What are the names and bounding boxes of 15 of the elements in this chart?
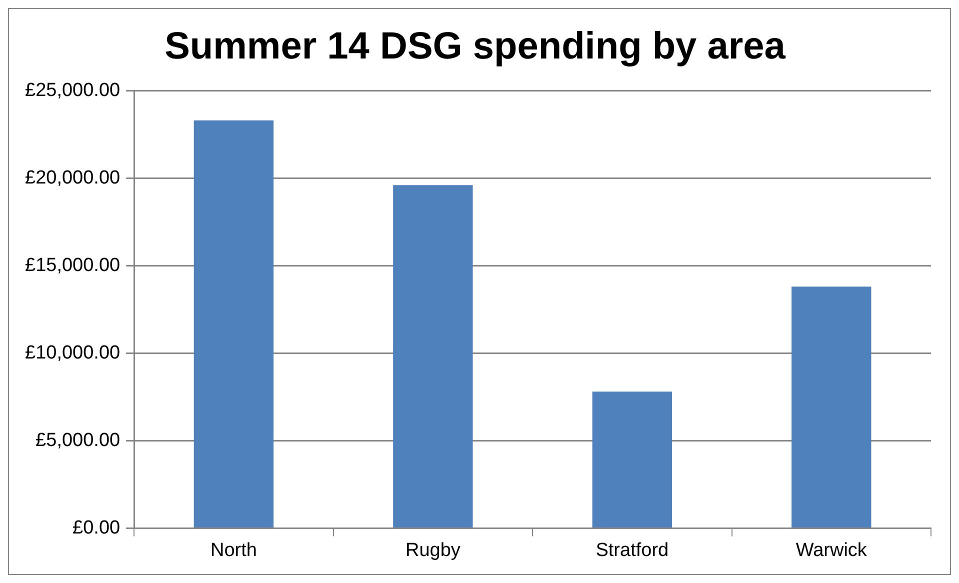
chart-title: Summer 14 DSG spending by area — [164, 25, 786, 68]
x-tick-label: North — [210, 540, 257, 561]
y-tick-label: £20,000.00 — [25, 167, 120, 188]
bar — [393, 185, 473, 528]
x-tick-label: Rugby — [405, 540, 461, 561]
x-tick-label: Stratford — [596, 540, 669, 561]
bar — [592, 392, 672, 528]
y-tick-label: £10,000.00 — [25, 342, 120, 364]
bar — [792, 286, 872, 528]
y-tick-label: £5,000.00 — [36, 430, 120, 451]
y-tick-label: £0.00 — [72, 517, 120, 538]
x-tick-label: Warwick — [796, 540, 868, 561]
y-tick-label: £15,000.00 — [25, 254, 120, 276]
bar — [194, 120, 274, 528]
y-tick-label: £25,000.00 — [25, 80, 120, 101]
